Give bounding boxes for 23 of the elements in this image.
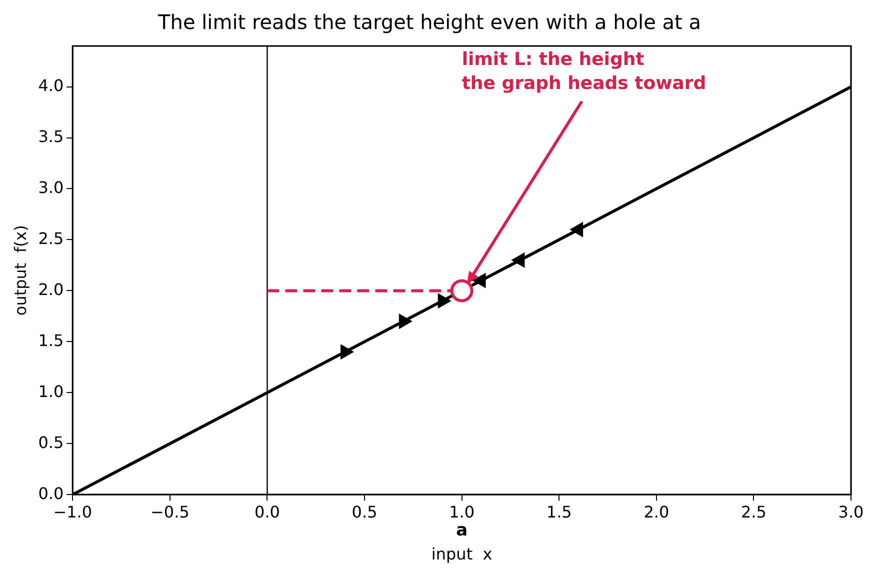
- x-tick-label: 1.5: [546, 502, 572, 522]
- x-tick-label: 3.0: [838, 502, 864, 522]
- y-tick-label: 2.0: [38, 280, 64, 299]
- y-tick-label: 0.0: [38, 484, 64, 503]
- y-tick-label: 2.5: [38, 228, 64, 248]
- x-tick-label: 0.0: [254, 502, 280, 522]
- x-tick-label: 2.0: [644, 502, 670, 522]
- y-tick-label: 4.0: [38, 76, 64, 95]
- x-tick-label: 2.5: [740, 502, 766, 522]
- x-tick-label: −0.5: [150, 502, 190, 522]
- x-axis-title: input x: [431, 544, 492, 564]
- x-tick-label: 0.5: [352, 502, 378, 522]
- y-tick-label: 0.5: [38, 432, 64, 452]
- y-axis-title: output f(x): [10, 225, 30, 316]
- annotation: limit L: the height the graph heads toward: [462, 49, 706, 94]
- x-tick-label: 1.0: [449, 502, 475, 522]
- annotation: a: [456, 520, 468, 541]
- chart-title: The limit reads the target height even with a hole at a: [157, 10, 701, 34]
- y-tick-label: 1.5: [38, 330, 64, 350]
- y-tick-label: 1.0: [38, 382, 64, 401]
- y-tick-label: 3.5: [38, 126, 64, 146]
- x-tick-label: −1.0: [53, 502, 92, 522]
- y-tick-label: 3.0: [38, 178, 64, 197]
